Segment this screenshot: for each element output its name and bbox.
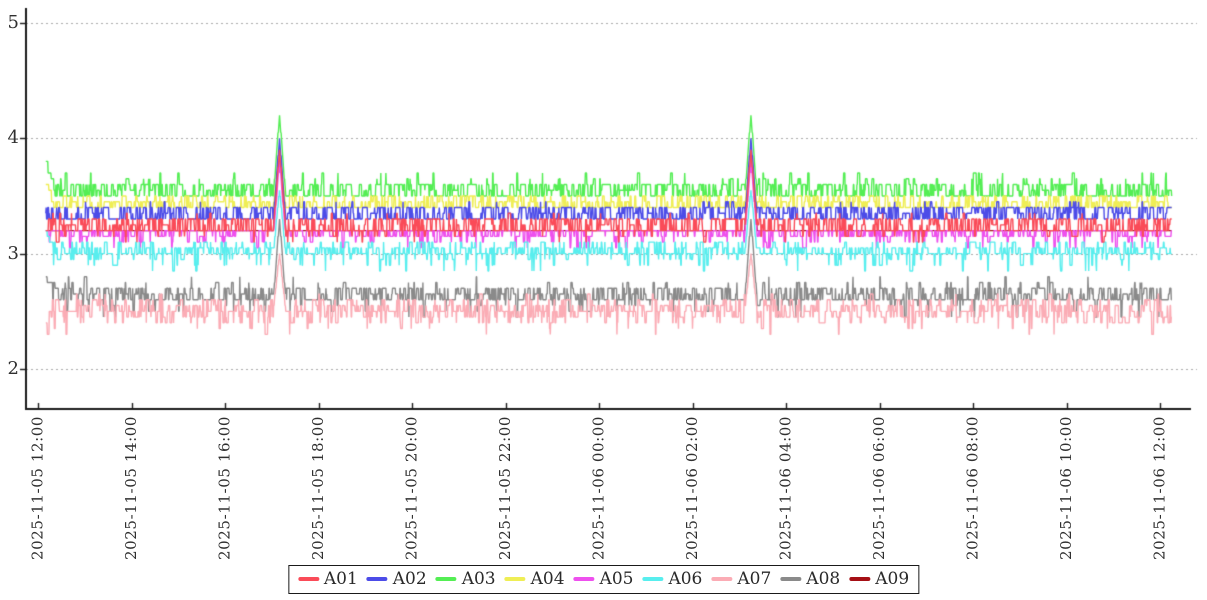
legend-swatch-A01 — [297, 577, 319, 581]
legend-swatch-A06 — [642, 577, 664, 581]
x-tick-label: 2025-11-06 02:00 — [683, 415, 701, 560]
legend-swatch-A04 — [504, 577, 526, 581]
legend-label: A03 — [461, 569, 496, 589]
x-tick-label: 2025-11-06 00:00 — [589, 415, 608, 560]
x-tick-label: 2025-11-05 18:00 — [309, 415, 327, 560]
legend: A01 A02 A03 A04 A05 A06 A07 A08 A09 — [287, 565, 920, 594]
y-tick-label: 5 — [7, 12, 19, 33]
y-tick-label: 2 — [7, 357, 19, 379]
x-tick-label: 2025-11-06 04:00 — [776, 415, 795, 560]
legend-label: A02 — [392, 569, 427, 589]
legend-swatch-A08 — [780, 577, 802, 581]
legend-label: A05 — [599, 569, 634, 589]
legend-item-A07: A07 — [711, 568, 771, 590]
legend-item-A03: A03 — [435, 568, 496, 590]
y-tick-label: 3 — [7, 242, 19, 264]
legend-item-A01: A01 — [297, 568, 358, 590]
x-tick-label: 2025-11-05 16:00 — [215, 415, 234, 560]
legend-item-A06: A06 — [642, 568, 702, 590]
legend-swatch-A03 — [435, 577, 457, 581]
legend-label: A09 — [875, 569, 910, 589]
legend-label: A08 — [806, 569, 841, 589]
legend-item-A05: A05 — [573, 568, 634, 590]
x-tick-label: 2025-11-05 14:00 — [122, 415, 140, 560]
x-tick-label: 2025-11-06 08:00 — [963, 415, 982, 560]
legend-label: A07 — [737, 569, 772, 589]
x-tick-label: 2025-11-05 20:00 — [402, 415, 421, 560]
x-tick-label: 2025-11-06 06:00 — [870, 415, 888, 560]
legend-label: A01 — [323, 569, 358, 589]
x-tick-label: 2025-11-06 10:00 — [1057, 415, 1075, 560]
legend-swatch-A09 — [849, 577, 871, 581]
legend-swatch-A05 — [573, 577, 595, 581]
legend-item-A02: A02 — [366, 568, 427, 590]
legend-label: A04 — [530, 569, 565, 589]
y-tick-label: 4 — [7, 127, 19, 149]
x-tick-label: 2025-11-06 12:00 — [1150, 415, 1169, 560]
legend-swatch-A02 — [366, 577, 388, 581]
legend-item-A04: A04 — [504, 568, 565, 590]
legend-item-A08: A08 — [780, 568, 840, 590]
x-tick-label: 2025-11-05 12:00 — [28, 415, 47, 560]
legend-label: A06 — [668, 569, 703, 589]
legend-item-A09: A09 — [849, 568, 909, 590]
x-tick-label: 2025-11-05 22:00 — [496, 415, 514, 560]
legend-swatch-A07 — [711, 577, 733, 581]
